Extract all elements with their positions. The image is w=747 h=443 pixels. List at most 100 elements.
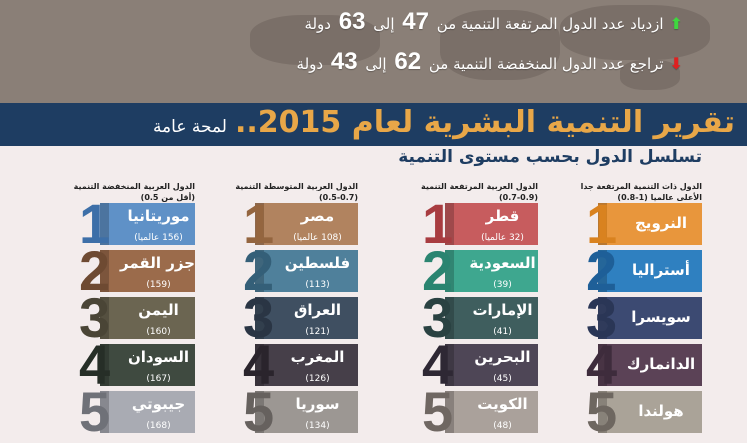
ranking-row: جزر القمر (159) 2 — [79, 239, 195, 302]
country-name: النرويج — [635, 214, 687, 232]
global-rank: (168) — [146, 421, 171, 431]
rank-number: 4 — [79, 333, 111, 396]
rank-number: 1 — [243, 192, 275, 255]
card-strip — [445, 250, 454, 292]
country-card: السودان (167) — [100, 344, 195, 386]
country-name: الكويت — [477, 395, 528, 413]
ranking-row: مصر (108 عالميا) 1 — [243, 192, 358, 255]
ranking-row: العراق (121) 3 — [243, 286, 358, 349]
global-rank: (167) — [146, 374, 171, 384]
stat-text: تراجع عدد الدول المنخفضة التنمية من — [428, 55, 664, 73]
country-name: موريتانيا — [127, 207, 190, 225]
name-line: المغرب — [277, 344, 358, 366]
title-suffix: لمحة عامة — [152, 117, 227, 137]
rank-number: 3 — [79, 286, 111, 349]
country-name: اليمن — [138, 301, 179, 319]
column-heading: الدول العربية المتوسطة التنمية (0.7-0.5) — [235, 182, 358, 202]
rank-number: 5 — [79, 380, 111, 443]
country-name: أستراليا — [632, 261, 690, 279]
card-strip — [100, 391, 109, 433]
rank-line: (160) — [122, 319, 195, 338]
rank-line: (32 عالميا) — [467, 225, 538, 244]
map-landmass — [250, 15, 380, 65]
country-card: سويسرا — [598, 297, 702, 339]
country-card: أستراليا — [598, 250, 702, 292]
ranking-row: موريتانيا (156 عالميا) 1 — [79, 196, 195, 252]
rank-line: (39) — [467, 272, 538, 291]
country-name: السودان — [127, 348, 190, 366]
card-strip — [100, 344, 109, 386]
card-strip — [255, 391, 264, 433]
rank-number: 2 — [79, 239, 111, 302]
country-card: فلسطين (113) — [255, 250, 358, 292]
country-card: العراق (121) — [255, 297, 358, 339]
country-name: سويسرا — [631, 308, 691, 326]
ranking-row: السعودية (39) 2 — [422, 239, 538, 302]
rank-number: 3 — [243, 286, 275, 349]
name-line: السعودية — [467, 250, 538, 272]
name-line: الكويت — [467, 391, 538, 413]
card-strip — [598, 344, 607, 386]
stat-mid: إلى — [373, 15, 395, 33]
stat-after: دولة — [296, 55, 324, 73]
rank-number: 2 — [422, 239, 454, 302]
ranking-row: المغرب (126) 4 — [243, 337, 358, 393]
rank-number: 2 — [243, 239, 275, 302]
stat-to: 43 — [330, 48, 358, 75]
ranking-row: الكويت (48) 5 — [422, 380, 538, 443]
rank-line: (168) — [122, 413, 195, 432]
rank-line: (45) — [467, 366, 538, 385]
card-strip — [598, 203, 607, 245]
rank-number: 5 — [586, 380, 618, 443]
rank-number: 1 — [422, 192, 454, 255]
rank-line: (134) — [277, 413, 358, 432]
country-name: قطر — [485, 207, 520, 225]
ranking-row: قطر (32 عالميا) 1 — [422, 192, 538, 255]
title-banner: تقرير التنمية البشرية لعام 2015.. لمحة عا… — [0, 103, 747, 146]
card-strip — [100, 250, 109, 292]
rank-number: 5 — [422, 380, 454, 443]
stat-low-development: ⬇تراجع عدد الدول المنخفضة التنمية من 62 … — [297, 48, 683, 76]
rank-number: 3 — [422, 286, 454, 349]
card-strip — [255, 250, 264, 292]
card-strip — [445, 391, 454, 433]
country-name: سوريا — [295, 395, 340, 413]
country-name: الإمارات — [472, 301, 533, 319]
global-rank: (160) — [146, 327, 171, 337]
country-card: جيبوتي (168) — [100, 391, 195, 433]
card-strip — [445, 203, 454, 245]
country-name: البحرين — [474, 348, 531, 366]
world-map-header: ⬆ ازدياد عدد الدول المرتفعة التنمية من 47… — [0, 0, 747, 103]
name-line: موريتانيا — [122, 203, 195, 225]
global-rank: (48) — [493, 421, 512, 431]
rank-number: 2 — [586, 239, 618, 302]
country-card: سوريا (134) — [255, 391, 358, 433]
stat-mid: إلى — [365, 55, 387, 73]
ranking-row: الدانمارك 4 — [586, 333, 702, 396]
rank-line: (108 عالميا) — [277, 225, 358, 244]
country-card: المغرب (126) — [255, 344, 358, 386]
card-strip — [255, 297, 264, 339]
country-card: موريتانيا (156 عالميا) — [100, 203, 195, 245]
rank-number: 4 — [586, 333, 618, 396]
name-line: النرويج — [620, 203, 702, 232]
country-name: مصر — [300, 207, 335, 225]
country-name: الدانمارك — [626, 355, 696, 373]
card-strip — [255, 203, 264, 245]
country-name: جيبوتي — [131, 395, 186, 413]
name-line: أستراليا — [620, 250, 702, 279]
map-landmass — [440, 10, 560, 80]
stat-from: 62 — [394, 48, 422, 75]
name-line: هولندا — [620, 391, 702, 420]
global-rank: (39) — [493, 280, 512, 290]
ranking-row: سوريا (134) 5 — [243, 384, 358, 440]
global-rank: (113) — [305, 280, 330, 290]
country-card: مصر (108 عالميا) — [255, 203, 358, 245]
rank-line: (41) — [467, 319, 538, 338]
ranking-row: اليمن (160) 3 — [79, 286, 195, 349]
ranking-row: السودان (167) 4 — [79, 333, 195, 396]
rank-line: (121) — [277, 319, 358, 338]
rank-line: (113) — [277, 272, 358, 291]
name-line: جزر القمر — [120, 250, 195, 272]
column-heading: الدول العربية المنخفضة التنمية (أقل من 0… — [73, 182, 195, 202]
